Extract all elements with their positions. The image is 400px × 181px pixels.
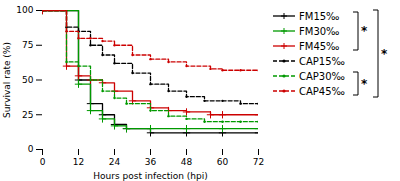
- svg-text:12: 12: [73, 157, 84, 167]
- svg-text:*: *: [361, 77, 368, 91]
- svg-text:60: 60: [217, 157, 229, 167]
- svg-text:25: 25: [22, 110, 33, 120]
- svg-text:50: 50: [22, 75, 34, 85]
- svg-text:FM30‰: FM30‰: [299, 26, 340, 37]
- svg-text:100: 100: [16, 5, 33, 15]
- svg-text:36: 36: [145, 157, 157, 167]
- svg-text:CAP45‰: CAP45‰: [299, 86, 345, 97]
- svg-text:75: 75: [22, 40, 33, 50]
- svg-text:CAP15‰: CAP15‰: [299, 56, 345, 67]
- svg-text:*: *: [361, 24, 368, 38]
- svg-text:72: 72: [253, 157, 264, 167]
- svg-text:0: 0: [28, 144, 34, 154]
- svg-text:CAP30‰: CAP30‰: [299, 71, 345, 82]
- svg-text:Survival rate (%): Survival rate (%): [2, 42, 12, 118]
- svg-text:24: 24: [109, 157, 121, 167]
- svg-text:FM45‰: FM45‰: [299, 41, 340, 52]
- svg-text:Hours post infection (hpi): Hours post infection (hpi): [93, 171, 207, 181]
- svg-text:48: 48: [181, 157, 193, 167]
- svg-text:0: 0: [40, 157, 46, 167]
- svg-text:FM15‰: FM15‰: [299, 11, 340, 22]
- svg-text:*: *: [381, 47, 388, 61]
